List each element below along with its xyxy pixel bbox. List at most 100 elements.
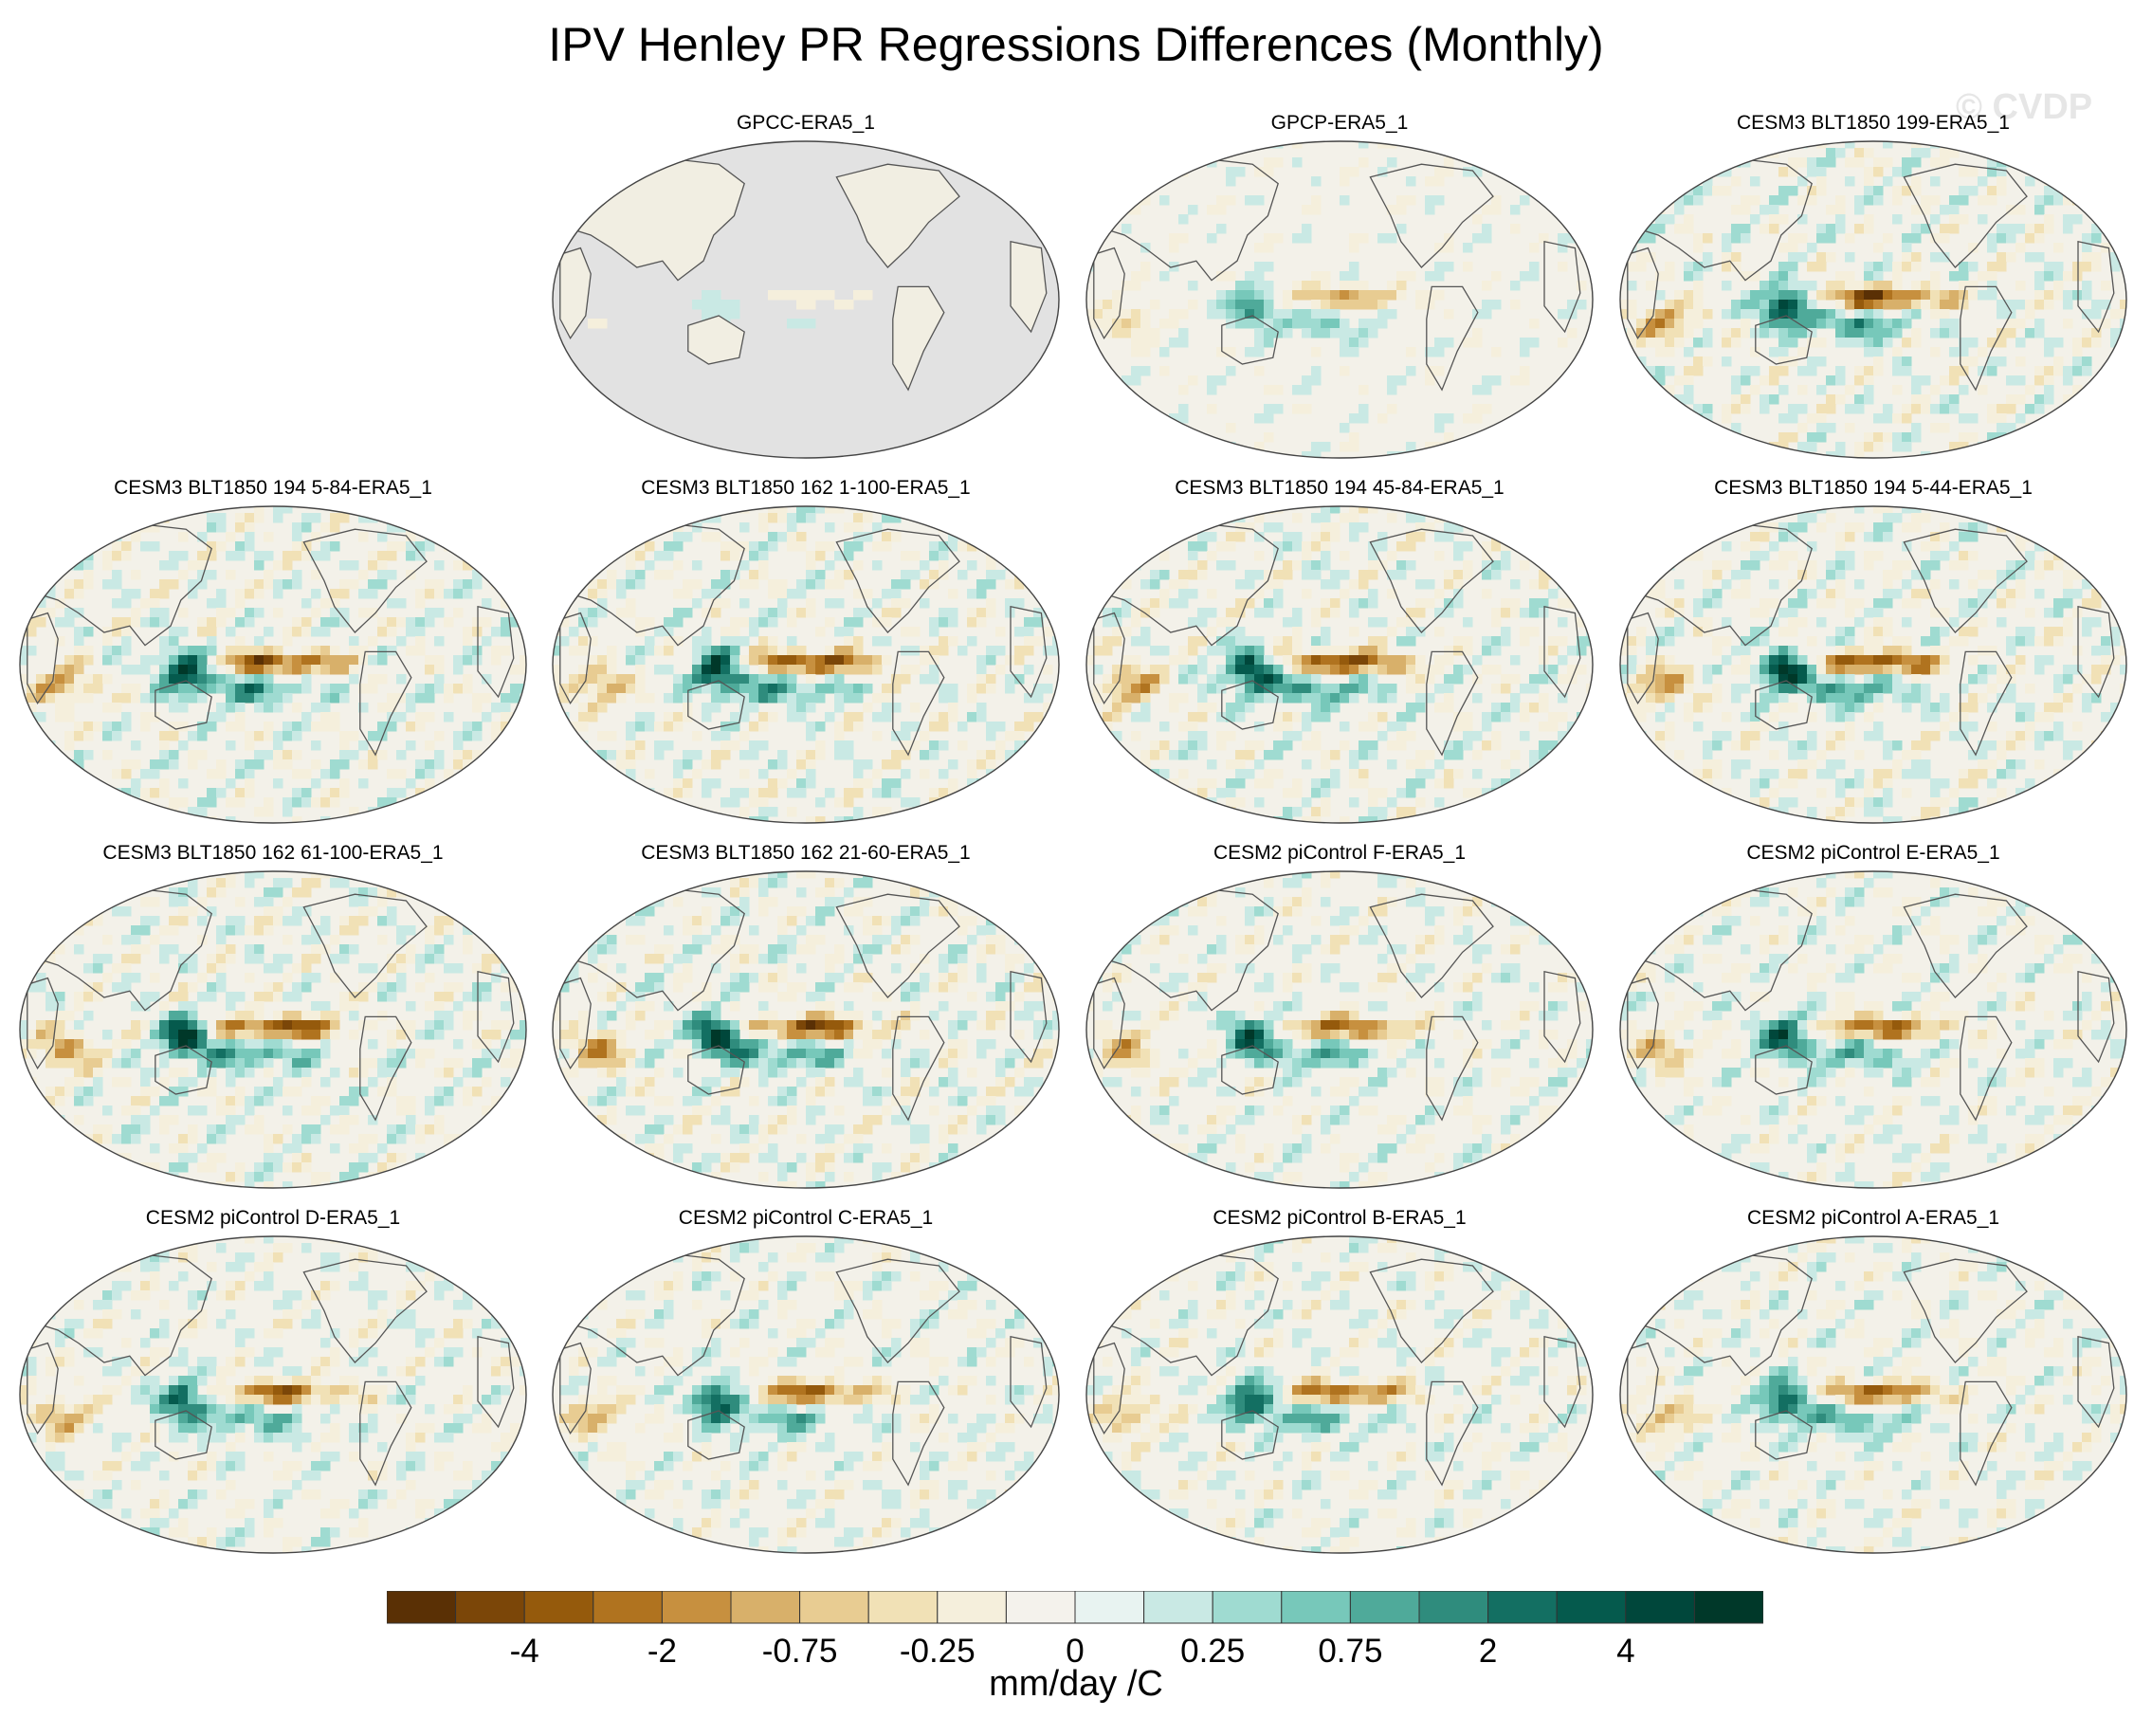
coastline (27, 612, 59, 705)
coastline (969, 519, 996, 543)
coastline (27, 1342, 59, 1435)
coastline (835, 893, 960, 998)
coastline (1093, 247, 1125, 340)
coastline (892, 650, 945, 757)
map-outline (1085, 1235, 1594, 1554)
coastline (1426, 285, 1479, 392)
colorbar-swatch (1005, 1591, 1076, 1624)
colorbar-swatch (867, 1591, 939, 1624)
coastline (1221, 1045, 1279, 1095)
colorbar-swatch (523, 1591, 594, 1624)
panel-title: CESM2 piControl D-ERA5_1 (145, 1207, 401, 1229)
coastline (892, 1015, 945, 1122)
panel-title: GPCP-ERA5_1 (1270, 112, 1409, 134)
coastline (1755, 315, 1813, 365)
coastline (359, 1380, 412, 1487)
panel-title: CESM2 piControl F-ERA5_1 (1213, 842, 1467, 864)
coastline (302, 528, 428, 633)
map-panel: CESM3 BLT1850 199-ERA5_1 (1608, 112, 2139, 472)
panel-title: CESM2 piControl A-ERA5_1 (1746, 1207, 2000, 1229)
map-outline (552, 870, 1060, 1189)
map-outline (19, 870, 527, 1189)
map-outline (1619, 140, 2127, 459)
coastline (892, 285, 945, 392)
coastline (1903, 893, 2028, 998)
coastline (477, 1335, 515, 1429)
map-outline (1619, 1235, 2127, 1554)
coastline (477, 970, 515, 1064)
coastline (436, 1249, 464, 1273)
coastline (1093, 612, 1125, 705)
map-panel: GPCP-ERA5_1 (1074, 112, 1605, 472)
coastline (1627, 247, 1659, 340)
coastline (1627, 977, 1659, 1070)
map-panel: GPCC-ERA5_1 (540, 112, 1071, 472)
map-plot (1619, 140, 2127, 459)
coastline (559, 1342, 592, 1435)
coastline (892, 1380, 945, 1487)
coastline (1093, 977, 1125, 1070)
coastline (359, 1015, 412, 1122)
colorbar-tick-label: -4 (509, 1633, 539, 1670)
colorbar (387, 1591, 1763, 1629)
coastline (1960, 1015, 2013, 1122)
panel-title: CESM3 BLT1850 162 21-60-ERA5_1 (641, 842, 971, 864)
map-panel: CESM2 piControl D-ERA5_1 (8, 1207, 538, 1567)
coastline (1221, 1410, 1279, 1460)
coastline (1426, 650, 1479, 757)
map-panel: CESM3 BLT1850 194 45-84-ERA5_1 (1074, 477, 1605, 837)
colorbar-swatch (1418, 1591, 1489, 1624)
coastline (559, 247, 592, 340)
coastline (969, 884, 996, 908)
coastline (477, 605, 515, 699)
map-panel: CESM3 BLT1850 162 21-60-ERA5_1 (540, 842, 1071, 1202)
coastline (1221, 315, 1279, 365)
coastline (1755, 1410, 1813, 1460)
coastline (1627, 1342, 1659, 1435)
coastline (302, 1258, 428, 1363)
coastline (1093, 1342, 1125, 1435)
colorbar-swatch (387, 1591, 457, 1624)
coastline (1369, 163, 1494, 268)
coastline (687, 680, 745, 730)
coastline (1960, 650, 2013, 757)
coastline (969, 154, 996, 178)
coastline (687, 315, 745, 365)
coastline (835, 163, 960, 268)
coastline (1369, 528, 1494, 633)
map-panel: CESM2 piControl E-ERA5_1 (1608, 842, 2139, 1202)
map-plot (552, 140, 1060, 459)
map-outline (1619, 505, 2127, 824)
watermark: © CVDP (1956, 87, 2093, 127)
colorbar-swatch (1487, 1591, 1558, 1624)
coastline (27, 977, 59, 1070)
colorbar-tick-label: -0.75 (761, 1633, 838, 1670)
map-panel: CESM2 piControl F-ERA5_1 (1074, 842, 1605, 1202)
coastline (2077, 605, 2115, 699)
colorbar-units: mm/day /C (989, 1664, 1163, 1704)
coastline (1543, 240, 1581, 334)
map-outline (552, 140, 1060, 459)
panel-title: CESM3 BLT1850 199-ERA5_1 (1737, 112, 2010, 134)
coastline (2077, 970, 2115, 1064)
map-panel: CESM3 BLT1850 194 5-44-ERA5_1 (1608, 477, 2139, 837)
coastline (1010, 240, 1048, 334)
coastline (2036, 154, 2064, 178)
colorbar-tick-label: 0.25 (1180, 1633, 1246, 1670)
coastline (1369, 893, 1494, 998)
panel-title: CESM3 BLT1850 194 45-84-ERA5_1 (1175, 477, 1505, 499)
coastline (1426, 1015, 1479, 1122)
panel-title: CESM2 piControl C-ERA5_1 (678, 1207, 934, 1229)
coastline (302, 893, 428, 998)
coastline (835, 1258, 960, 1363)
map-outline (552, 1235, 1060, 1554)
colorbar-swatch (1143, 1591, 1213, 1624)
colorbar-swatch (730, 1591, 801, 1624)
figure-title: IPV Henley PR Regressions Differences (M… (548, 18, 1604, 71)
map-outline (552, 505, 1060, 824)
map-panel: CESM3 BLT1850 162 1-100-ERA5_1 (540, 477, 1071, 837)
colorbar-tick-label: 0.75 (1318, 1633, 1383, 1670)
coastline (2036, 884, 2064, 908)
coastline (155, 1410, 212, 1460)
coastline (1543, 605, 1581, 699)
